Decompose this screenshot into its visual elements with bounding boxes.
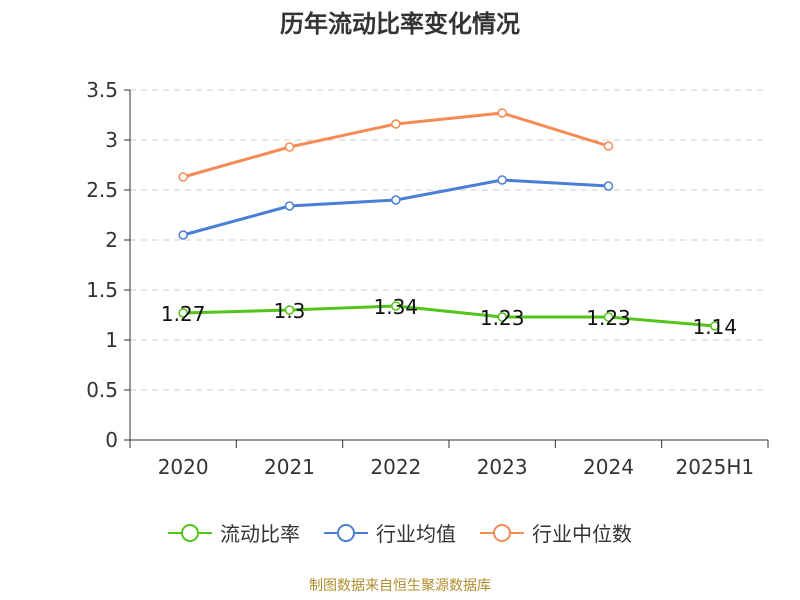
legend-marker-current-ratio xyxy=(168,523,212,542)
data-point xyxy=(603,141,614,151)
grid-lines xyxy=(130,89,768,391)
data-label: 1.27 xyxy=(161,302,206,326)
data-point xyxy=(497,175,507,185)
data-label: 1.14 xyxy=(693,315,738,339)
data-label: 1.3 xyxy=(274,299,306,323)
legend-item-current-ratio[interactable]: 流动比率 xyxy=(168,518,300,547)
y-tick-label: 0 xyxy=(105,428,118,452)
data-point xyxy=(391,301,401,311)
data-point xyxy=(497,312,507,322)
series-line xyxy=(182,178,609,237)
source-note: 制图数据来自恒生聚源数据库 xyxy=(309,578,491,594)
data-label: 1.23 xyxy=(480,306,525,330)
x-tick-label: 2025H1 xyxy=(675,455,754,479)
series-line xyxy=(183,304,715,328)
x-tick-label: 2023 xyxy=(477,455,528,479)
legend-item-industry-median[interactable]: 行业中位数 xyxy=(480,518,632,547)
legend-label: 流动比率 xyxy=(220,522,300,546)
legend-item-industry-average[interactable]: 行业均值 xyxy=(324,518,456,547)
y-tick-label: 2 xyxy=(105,228,118,252)
data-point xyxy=(391,195,401,205)
data-point xyxy=(178,172,188,182)
legend-label: 行业均值 xyxy=(376,522,456,546)
y-tick-label: 2.5 xyxy=(86,178,118,202)
axes: 0 0.5 1 1.5 2 2.5 3 3.5 2020 2021 2022 2023 2024 2025… xyxy=(86,78,769,479)
data-point xyxy=(178,308,188,318)
data-point xyxy=(284,305,295,315)
data-point xyxy=(284,142,295,152)
data-point xyxy=(603,181,614,191)
legend-label: 行业中位数 xyxy=(532,522,632,546)
data-point xyxy=(178,230,188,240)
legend-marker-industry-average xyxy=(324,523,368,542)
x-tick-label: 2020 xyxy=(158,455,209,479)
x-tick-label: 2024 xyxy=(583,455,634,479)
x-tick-label: 2022 xyxy=(370,455,421,479)
series-lines xyxy=(178,108,720,331)
y-tick-label: 3 xyxy=(105,128,118,152)
y-tick-label: 0.5 xyxy=(86,378,118,402)
data-label: 1.34 xyxy=(374,295,419,319)
legend: 流动比率 行业均值 行业中位数 xyxy=(0,518,800,547)
x-tick-label: 2021 xyxy=(264,455,315,479)
data-point xyxy=(284,201,295,211)
data-point xyxy=(391,119,401,129)
data-point xyxy=(497,108,507,118)
y-tick-label: 1.5 xyxy=(86,278,118,302)
y-tick-label: 1 xyxy=(105,328,118,352)
data-label: 1.23 xyxy=(586,306,631,330)
chart-title: 历年流动比率变化情况 xyxy=(280,10,520,38)
y-tick-label: 3.5 xyxy=(86,78,118,102)
data-point xyxy=(710,321,720,331)
data-labels: 1.27 1.3 1.34 1.23 1.23 1.14 xyxy=(161,295,737,339)
data-point xyxy=(603,312,614,322)
legend-marker-industry-median xyxy=(480,523,524,542)
